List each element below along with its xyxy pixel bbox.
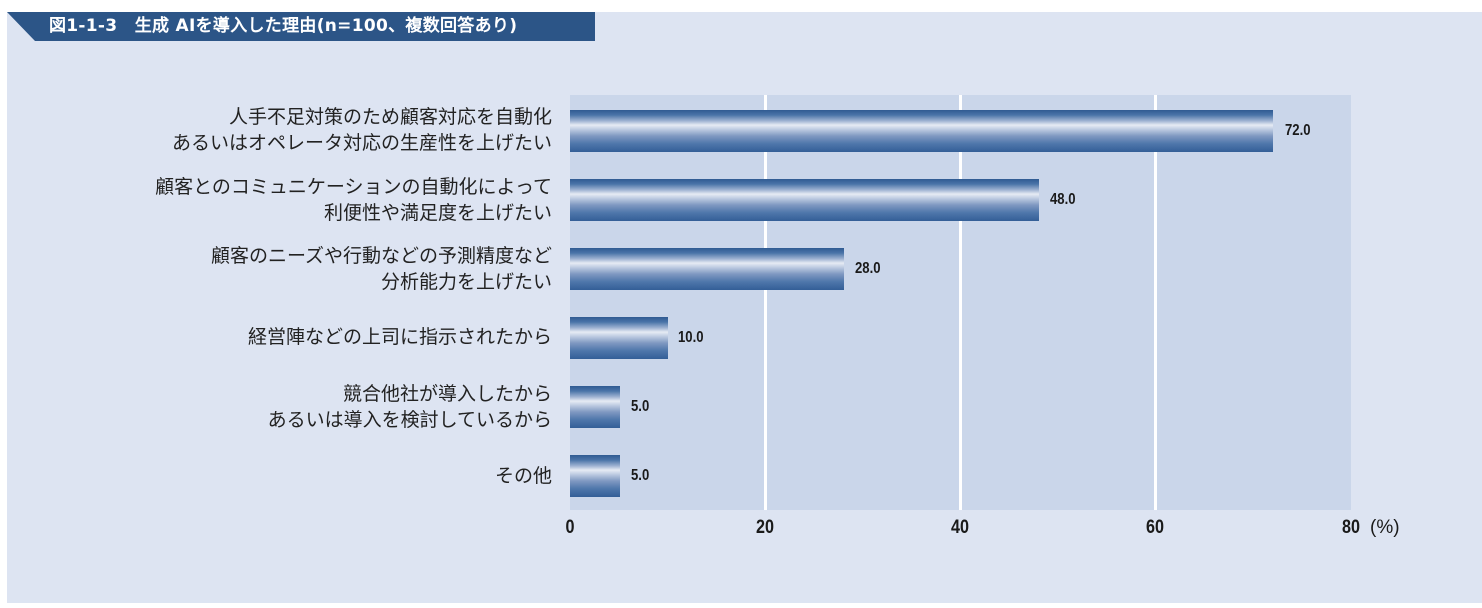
bar-2 bbox=[570, 248, 844, 290]
category-line: その他 bbox=[494, 465, 552, 487]
gridline-60 bbox=[1154, 95, 1157, 510]
x-tick-0: 0 bbox=[565, 517, 575, 538]
value-label: 5.0 bbox=[631, 467, 650, 484]
category-label-5: その他 bbox=[495, 463, 552, 489]
x-tick-80: 80 bbox=[1342, 517, 1360, 538]
value-label: 5.0 bbox=[631, 398, 650, 415]
title-banner: 図1-1-3 生成 AIを導入した理由(n=100、複数回答あり) bbox=[7, 12, 595, 41]
category-line: あるいは導入を検討しているから bbox=[267, 409, 552, 431]
x-axis-unit: (%) bbox=[1370, 517, 1400, 538]
x-tick-20: 20 bbox=[756, 517, 774, 538]
gridline-20 bbox=[764, 95, 767, 510]
category-line: 経営陣などの上司に指示されたから bbox=[247, 326, 552, 348]
category-line: 競合他社が導入したから bbox=[342, 383, 552, 405]
x-tick-60: 60 bbox=[1146, 517, 1164, 538]
category-line: 利便性や満足度を上げたい bbox=[323, 202, 552, 224]
bar-5 bbox=[570, 455, 620, 497]
category-line: 分析能力を上げたい bbox=[380, 271, 552, 293]
category-label-1: 顧客とのコミュニケーションの自動化によって 利便性や満足度を上げたい bbox=[155, 174, 552, 226]
plot-area: 72.0 48.0 28.0 10.0 5.0 5.0 bbox=[570, 95, 1351, 510]
category-label-0: 人手不足対策のため顧客対応を自動化 あるいはオペレータ対応の生産性を上げたい bbox=[172, 104, 552, 156]
gridline-40 bbox=[959, 95, 962, 510]
category-line: 人手不足対策のため顧客対応を自動化 bbox=[228, 106, 552, 128]
bar-1 bbox=[570, 179, 1039, 221]
chart-title: 図1-1-3 生成 AIを導入した理由(n=100、複数回答あり) bbox=[49, 16, 518, 36]
value-label: 10.0 bbox=[678, 329, 704, 346]
bar-3 bbox=[570, 317, 668, 359]
category-line: 顧客とのコミュニケーションの自動化によって bbox=[155, 176, 552, 198]
bar-4 bbox=[570, 386, 620, 428]
bar-0 bbox=[570, 110, 1273, 152]
category-label-2: 顧客のニーズや行動などの予測精度など 分析能力を上げたい bbox=[211, 243, 552, 295]
category-label-3: 経営陣などの上司に指示されたから bbox=[248, 324, 552, 350]
category-label-4: 競合他社が導入したから あるいは導入を検討しているから bbox=[268, 381, 552, 433]
value-label: 72.0 bbox=[1285, 122, 1311, 139]
banner-shape bbox=[7, 12, 595, 41]
category-line: 顧客のニーズや行動などの予測精度など bbox=[210, 245, 552, 267]
value-label: 28.0 bbox=[855, 260, 881, 277]
x-tick-40: 40 bbox=[951, 517, 969, 538]
value-label: 48.0 bbox=[1050, 191, 1076, 208]
category-line: あるいはオペレータ対応の生産性を上げたい bbox=[171, 132, 552, 154]
